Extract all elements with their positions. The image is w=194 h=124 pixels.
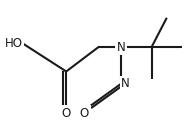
Text: O: O — [62, 107, 71, 120]
Text: O: O — [80, 107, 89, 120]
Text: HO: HO — [5, 37, 23, 50]
Text: N: N — [117, 41, 126, 54]
Text: N: N — [121, 77, 130, 90]
